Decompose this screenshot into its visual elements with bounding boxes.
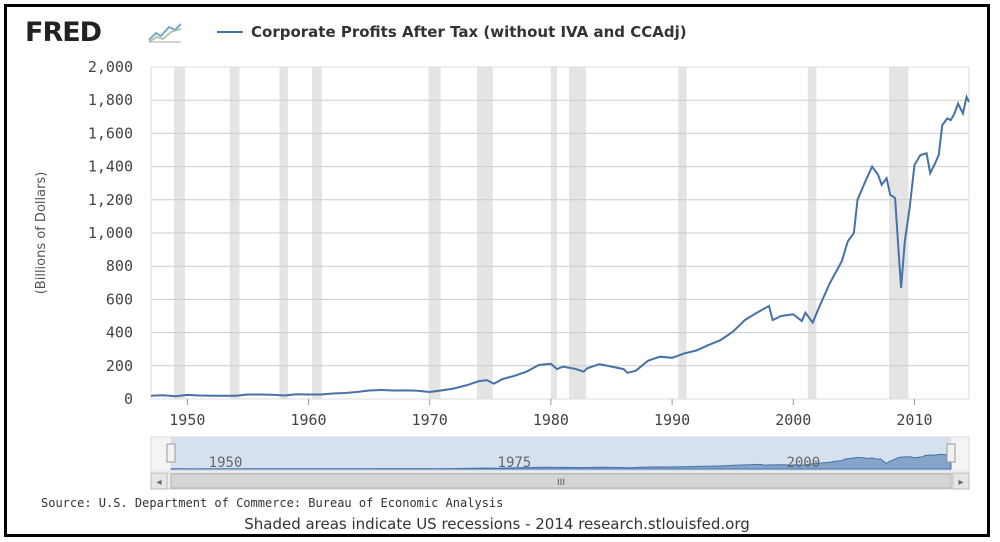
y-axis-ticks: 0 200 400 600 800 1,000 1,200 1,400 1,600 1,800 2,… [88, 58, 133, 408]
navigator-tick-label: 1975 [498, 455, 532, 471]
scrollbar-left-button[interactable] [150, 472, 168, 490]
y-tick-label: 1,800 [88, 91, 133, 109]
navigator-left-handle[interactable] [166, 443, 176, 463]
chart-line-icon [147, 21, 183, 43]
y-tick-label: 1,200 [88, 191, 133, 209]
navigator-tick-label: 1950 [209, 455, 243, 471]
scrollbar-grip-icon: III [557, 478, 565, 488]
x-tick-label: 1970 [412, 411, 448, 429]
navigator-ticks: 1950 1975 2000 [209, 455, 820, 471]
gridlines [151, 66, 969, 400]
navigator[interactable]: 1950 1975 2000 ◂ III ▸ [150, 436, 970, 490]
y-tick-label: 600 [106, 290, 133, 308]
source-text: Source: U.S. Department of Commerce: Bur… [41, 496, 504, 510]
x-tick-label: 1950 [169, 411, 205, 429]
chart-svg: 0 200 400 600 800 1,000 1,200 1,400 1,600 1,800 2,… [34, 58, 970, 490]
series-line [150, 93, 970, 398]
y-tick-label: 400 [106, 324, 133, 342]
x-axis-ticks: 1950 1960 1970 1980 1990 2000 2010 [169, 399, 933, 429]
y-tick-label: 1,600 [88, 124, 133, 142]
y-tick-label: 800 [106, 257, 133, 275]
chart-frame: FRED Corporate Profits After Tax (withou… [4, 4, 990, 537]
scrollbar-left-arrow-icon: ◂ [156, 477, 161, 488]
legend-label: Corporate Profits After Tax (without IVA… [251, 23, 687, 41]
legend-swatch [217, 31, 243, 33]
legend[interactable]: Corporate Profits After Tax (without IVA… [217, 23, 687, 41]
navigator-tick-label: 2000 [786, 455, 820, 471]
x-tick-label: 1980 [533, 411, 569, 429]
y-axis-label: (Billions of Dollars) [34, 172, 49, 295]
y-tick-label: 2,000 [88, 58, 133, 76]
scrollbar-thumb[interactable] [170, 473, 952, 489]
x-tick-label: 2000 [775, 411, 811, 429]
x-tick-label: 1990 [654, 411, 690, 429]
navigator-right-handle[interactable] [946, 443, 956, 463]
x-tick-label: 2010 [896, 411, 932, 429]
scrollbar-right-arrow-icon: ▸ [958, 477, 963, 488]
scrollbar-right-button[interactable] [952, 472, 970, 490]
recession-note: Shaded areas indicate US recessions - 20… [244, 515, 750, 533]
y-tick-label: 200 [106, 357, 133, 375]
y-tick-label: 0 [124, 390, 133, 408]
y-tick-label: 1,000 [88, 224, 133, 242]
plot-area-border [150, 66, 970, 400]
navigator-series-area [170, 453, 952, 470]
x-tick-label: 1960 [290, 411, 326, 429]
fred-logo: FRED [25, 17, 102, 48]
y-tick-label: 1,400 [88, 158, 133, 176]
